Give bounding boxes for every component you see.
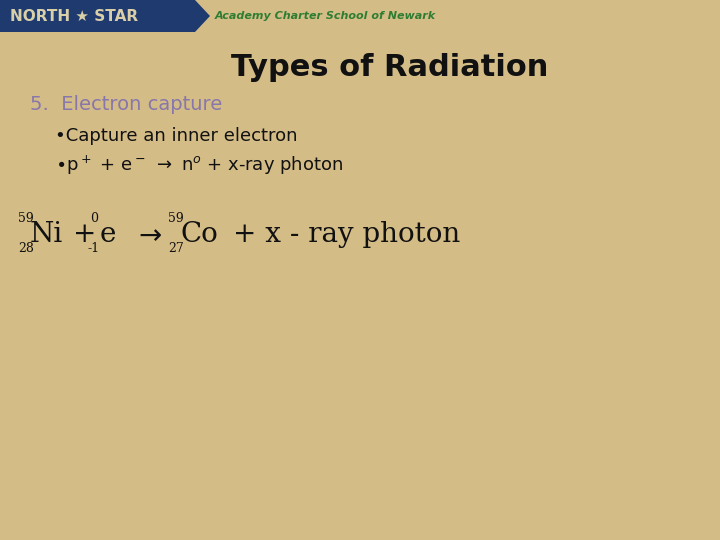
Text: 28: 28 bbox=[18, 242, 34, 255]
Text: 59: 59 bbox=[168, 213, 184, 226]
Text: 0: 0 bbox=[90, 213, 98, 226]
Text: •Capture an inner electron: •Capture an inner electron bbox=[55, 127, 297, 145]
Text: 59: 59 bbox=[18, 213, 34, 226]
Text: $\bullet$p$^+$ + e$^-$ $\rightarrow$ n$^o$ + x-ray photon: $\bullet$p$^+$ + e$^-$ $\rightarrow$ n$^… bbox=[55, 153, 343, 177]
Text: Academy Charter School of Newark: Academy Charter School of Newark bbox=[215, 11, 436, 21]
Text: Ni: Ni bbox=[30, 221, 63, 248]
Text: -1: -1 bbox=[87, 242, 99, 255]
FancyBboxPatch shape bbox=[0, 0, 195, 32]
Text: Co: Co bbox=[180, 221, 217, 248]
Text: NORTH ★ STAR: NORTH ★ STAR bbox=[10, 9, 138, 24]
Text: Types of Radiation: Types of Radiation bbox=[231, 53, 549, 83]
Text: 5.  Electron capture: 5. Electron capture bbox=[30, 96, 222, 114]
Text: +: + bbox=[73, 221, 96, 248]
Text: e: e bbox=[100, 221, 117, 248]
Text: $\rightarrow$: $\rightarrow$ bbox=[133, 221, 162, 248]
Polygon shape bbox=[195, 0, 210, 32]
Text: 27: 27 bbox=[168, 242, 184, 255]
Text: + x - ray photon: + x - ray photon bbox=[233, 221, 460, 248]
